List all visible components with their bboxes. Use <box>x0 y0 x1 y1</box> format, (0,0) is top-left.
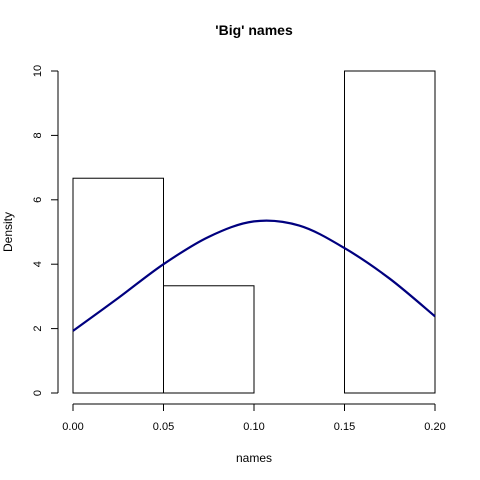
y-tick-label-1: 2 <box>32 326 44 332</box>
x-tick-label-4: 0.20 <box>424 421 445 433</box>
x-tick-label-1: 0.05 <box>153 421 174 433</box>
y-tick-label-0: 0 <box>32 390 44 396</box>
y-tick-label-5: 10 <box>32 65 44 77</box>
y-axis: 0 2 4 6 8 10 <box>32 65 59 396</box>
y-tick-label-4: 8 <box>32 132 44 138</box>
histogram-bar-0 <box>72 177 164 394</box>
y-tick-label-3: 6 <box>32 197 44 203</box>
y-axis-label: Density <box>1 212 15 252</box>
x-tick-label-2: 0.10 <box>243 421 264 433</box>
x-axis-label: names <box>236 451 272 465</box>
x-tick-label-0: 0.00 <box>62 421 83 433</box>
x-axis: 0.00 0.05 0.10 0.15 0.20 <box>62 403 446 433</box>
histogram-bar-1 <box>163 285 255 394</box>
x-tick-label-3: 0.15 <box>334 421 355 433</box>
y-tick-label-2: 4 <box>32 261 44 267</box>
chart-title: 'Big' names <box>215 22 293 38</box>
density-curve <box>72 219 436 332</box>
histogram-bars <box>72 70 436 394</box>
histogram-bar-3 <box>344 70 436 394</box>
